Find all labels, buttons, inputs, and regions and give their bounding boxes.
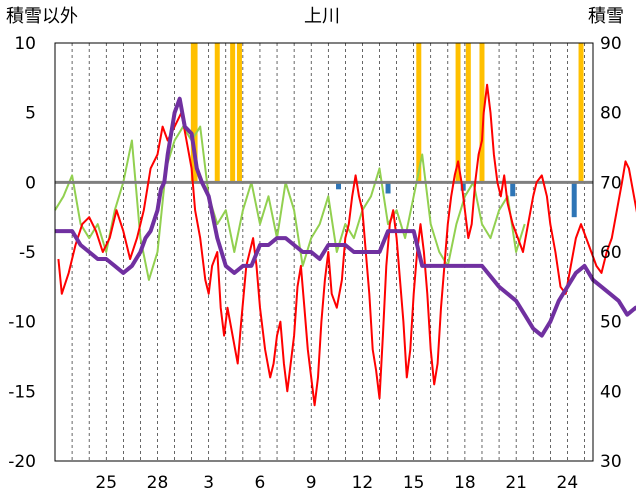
right-tick-label: 40: [600, 382, 622, 402]
left-tick-label: -15: [8, 382, 36, 402]
x-tick-label: 24: [557, 473, 579, 493]
right-axis-title: 積雪: [588, 6, 624, 27]
bar-layer: [190, 43, 584, 218]
bar-blue: [510, 182, 516, 197]
bar-orange: [578, 43, 584, 183]
left-tick-label: 0: [25, 173, 36, 193]
x-tick-label: 3: [203, 473, 214, 493]
bar-blue: [385, 182, 391, 194]
right-tick-label: 80: [600, 104, 622, 124]
bar-orange: [465, 43, 471, 183]
bar-blue: [460, 182, 466, 191]
green-series-line: [54, 125, 526, 281]
left-axis-title: 積雪以外: [6, 6, 78, 27]
x-tick-label: 28: [147, 473, 169, 493]
right-tick-label: 30: [600, 452, 622, 472]
x-tick-label: 18: [454, 473, 476, 493]
x-tick-label: 12: [352, 473, 374, 493]
chart-title: 上川: [304, 6, 340, 27]
bar-orange: [214, 43, 220, 183]
green-series-layer: [54, 125, 526, 281]
bar-orange: [416, 43, 422, 183]
bar-orange: [192, 43, 198, 183]
left-tick-label: -20: [8, 452, 36, 472]
left-tick-label: 5: [25, 104, 36, 124]
x-tick-label: 21: [505, 473, 527, 493]
bar-blue: [571, 182, 577, 218]
plot-frame: [54, 42, 594, 462]
red-series-line: [57, 83, 636, 407]
purple-series-line: [55, 96, 636, 338]
right-tick-label: 50: [600, 313, 622, 333]
left-tick-label: -10: [8, 313, 36, 333]
red-series-layer: [57, 83, 636, 407]
bar-blue: [336, 182, 342, 190]
x-tick-label: 6: [255, 473, 266, 493]
x-tick-label: 9: [306, 473, 317, 493]
bar-orange: [236, 43, 242, 183]
bar-orange: [455, 43, 461, 183]
purple-series-layer: [55, 96, 636, 338]
right-tick-label: 90: [600, 34, 622, 54]
left-tick-label: -5: [19, 243, 36, 263]
x-tick-label: 15: [403, 473, 425, 493]
bar-orange: [230, 43, 236, 183]
x-tick-label: 25: [95, 473, 117, 493]
right-tick-label: 60: [600, 243, 622, 263]
right-tick-label: 70: [600, 173, 622, 193]
left-tick-label: 10: [14, 34, 36, 54]
bar-orange: [479, 43, 485, 183]
